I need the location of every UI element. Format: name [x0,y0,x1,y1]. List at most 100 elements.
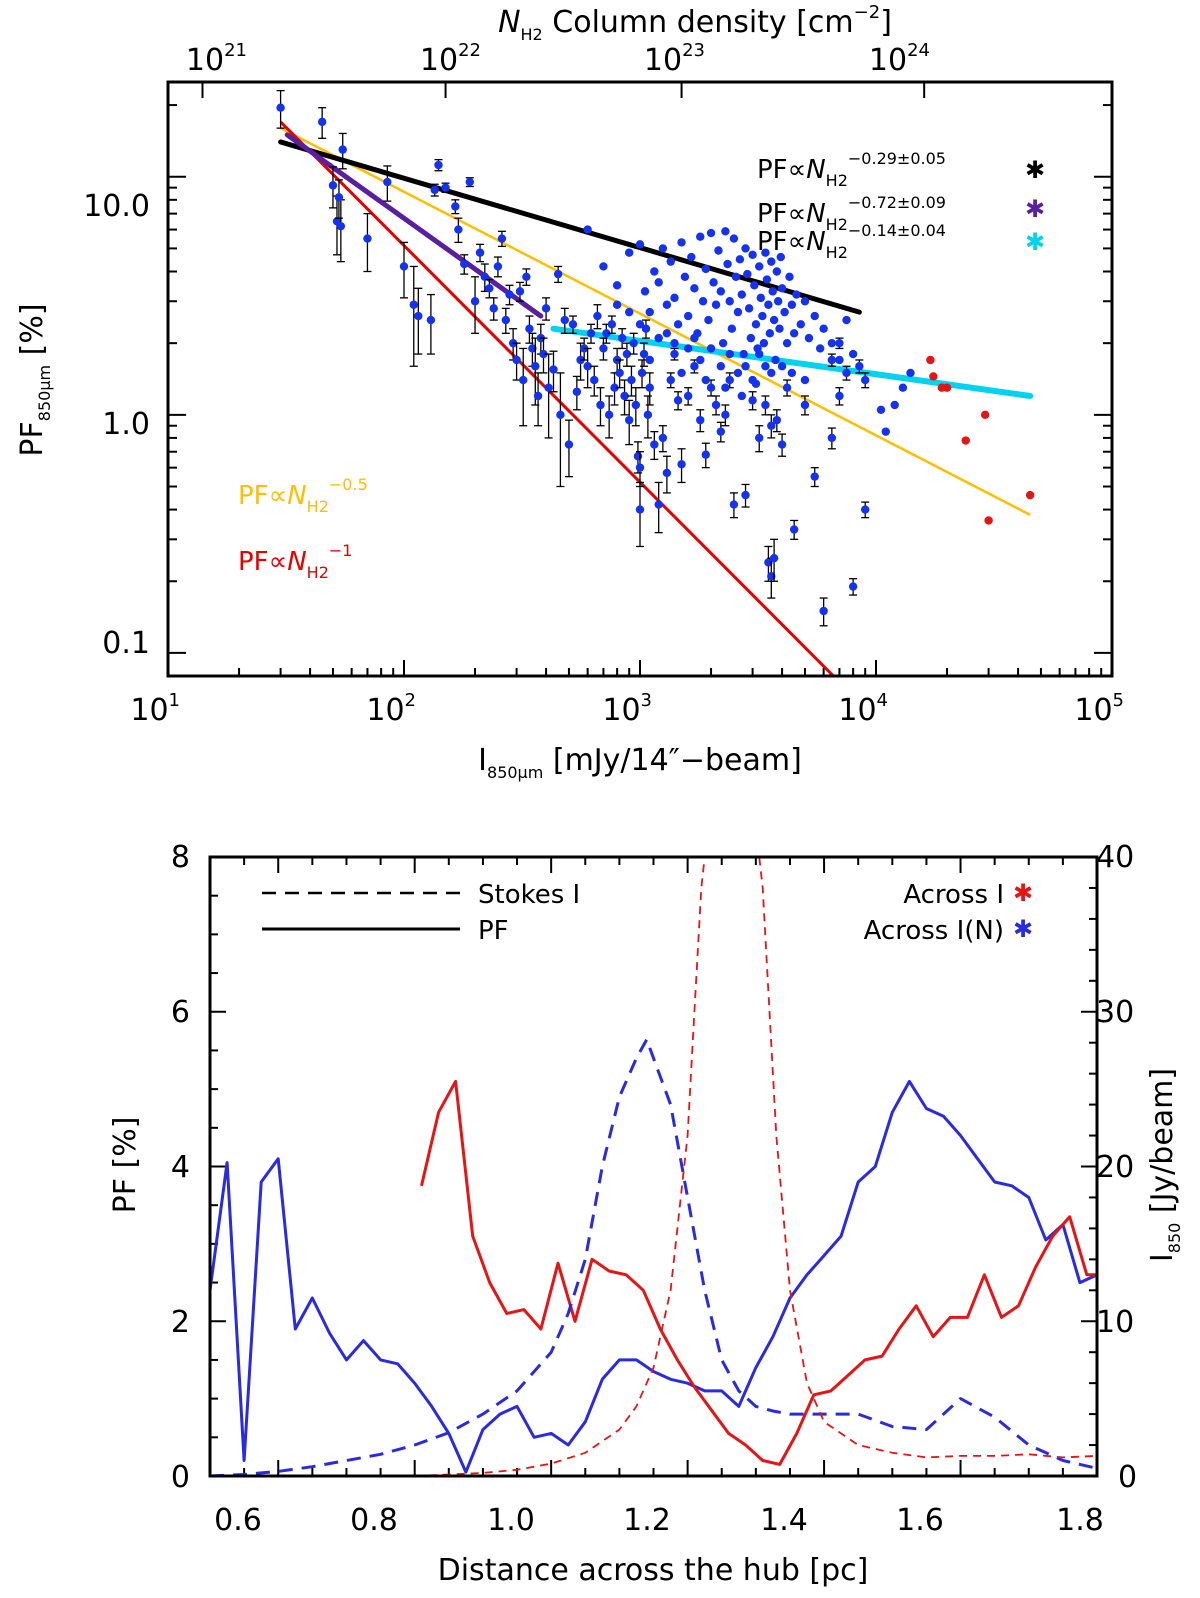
data-point [399,262,409,271]
x-tick-label: 0.8 [350,1503,398,1538]
data-point [276,103,285,112]
bottom-plot-frame [208,855,1099,1478]
legend-across-in-marker: ✱ [1013,915,1033,943]
data-point [383,177,392,187]
data-point [721,383,730,392]
y2-tick-label: 40 [1096,840,1134,875]
data-point [670,338,679,348]
data-point [654,333,663,343]
data-point [725,297,734,306]
y-tick-label: 2 [171,1305,190,1340]
data-point [755,262,764,271]
data-point [727,324,737,333]
top-axis-tick-label: 1022 [420,40,481,78]
data-point [725,349,734,359]
data-point [804,333,814,343]
data-point [751,379,761,389]
data-point [776,252,785,262]
data-point [645,383,654,392]
data-point [489,304,498,313]
data-point [819,606,828,616]
data-point [696,355,705,365]
reference-line [279,120,835,676]
data-point [743,269,752,279]
data-point [721,227,730,236]
data-point [553,269,563,279]
data-point [898,383,908,392]
legend-marker-cyan: ✱ [1025,228,1045,256]
data-point [512,355,521,365]
data-point [583,225,592,234]
data-point [519,375,528,385]
y-tick-label: 8 [171,840,190,875]
stokes-i-line [210,1038,1097,1476]
data-point [662,329,672,338]
data-point [690,333,699,343]
data-point [980,410,990,420]
pf-line [420,1079,1097,1466]
data-point [758,311,767,321]
data-point [625,248,634,257]
data-point [701,375,710,385]
data-point [762,275,772,284]
data-point [929,372,938,381]
data-point [658,244,668,253]
data-point [848,349,858,359]
x-axis-title: I850μm [mJy/14″−beam] [478,743,802,782]
data-point [654,500,663,509]
data-point [670,349,679,359]
data-point [633,452,643,461]
data-point [620,391,629,401]
data-point [767,572,776,581]
data-point [835,338,844,348]
fit-line [278,139,862,315]
data-point [926,355,935,365]
data-point [635,240,645,249]
data-point [714,246,723,255]
data-point [639,349,649,359]
data-point [662,300,672,309]
data-point [777,440,787,449]
data-point [470,297,480,306]
fit-line [284,132,544,319]
data-point [599,262,608,271]
top-plot-frame [166,80,1114,678]
data-point [725,375,734,385]
data-point [696,415,705,425]
data-point [769,553,779,563]
data-point [549,365,558,374]
data-point [735,255,745,264]
data-point [737,290,747,299]
data-point [501,315,511,325]
reference-line [280,127,1031,516]
data-point [861,505,870,514]
data-point [460,259,469,269]
legend-pf-label: PF [478,916,509,946]
data-point [789,525,799,534]
data-point [631,400,641,410]
data-point [855,362,864,371]
data-point [748,396,757,405]
data-point [680,272,690,281]
x-tick-label: 0.6 [214,1503,262,1538]
data-point [602,329,611,338]
y2-tick-label: 30 [1096,995,1134,1030]
data-point [586,329,596,338]
data-point [622,349,632,359]
legend-marker-black: ✱ [1025,156,1045,184]
data-point [701,450,710,459]
data-point [434,160,443,170]
data-point [677,460,686,469]
legend-ref-red: PF∝NH2−1 [238,541,352,582]
data-point [583,362,592,371]
data-point [815,344,825,353]
data-point [780,307,789,317]
data-point [810,311,819,321]
data-point [363,234,372,243]
data-point [525,324,534,333]
data-point [842,368,851,378]
data-point [782,383,792,392]
top-scatter-points [276,89,1035,627]
data-point [673,396,683,405]
data-point [612,281,622,290]
